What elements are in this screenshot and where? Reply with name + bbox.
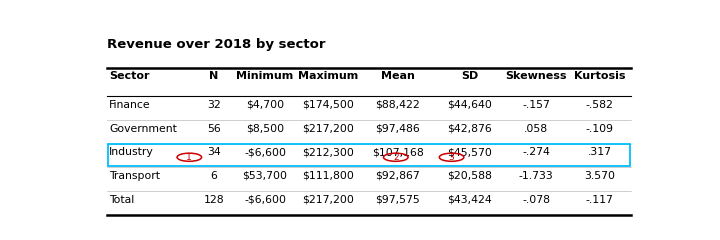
Text: $88,422: $88,422 [375,100,420,110]
Text: -.078: -.078 [522,195,550,204]
Text: $4,700: $4,700 [246,100,284,110]
Text: -$6,600: -$6,600 [244,195,286,204]
Text: Minimum: Minimum [236,71,294,81]
Text: $20,588: $20,588 [448,171,492,181]
Text: 3: 3 [449,153,454,162]
Text: 2: 2 [393,153,399,162]
Text: $42,876: $42,876 [448,124,492,134]
Text: $217,200: $217,200 [302,195,354,204]
Text: Industry: Industry [109,147,154,157]
Text: 3.570: 3.570 [584,171,615,181]
Text: $212,300: $212,300 [302,147,354,157]
Text: $97,575: $97,575 [375,195,420,204]
Text: $53,700: $53,700 [243,171,287,181]
Text: Maximum: Maximum [298,71,359,81]
Text: -1.733: -1.733 [519,171,554,181]
Text: Government: Government [109,124,177,134]
Text: Skewness: Skewness [505,71,567,81]
Text: Total: Total [109,195,134,204]
Text: Kurtosis: Kurtosis [574,71,626,81]
Text: -.109: -.109 [585,124,613,134]
Text: 32: 32 [207,100,220,110]
Text: Mean: Mean [381,71,415,81]
Text: $44,640: $44,640 [448,100,492,110]
Text: Sector: Sector [109,71,150,81]
Text: -.117: -.117 [585,195,613,204]
Text: 6: 6 [210,171,217,181]
Text: SD: SD [462,71,479,81]
Text: -.157: -.157 [523,100,550,110]
Text: Transport: Transport [109,171,160,181]
Text: $174,500: $174,500 [302,100,354,110]
Text: -.582: -.582 [585,100,613,110]
Text: Revenue over 2018 by sector: Revenue over 2018 by sector [107,38,325,51]
Text: -.274: -.274 [523,147,550,157]
Text: .058: .058 [524,124,549,134]
Text: $107,168: $107,168 [372,147,423,157]
Text: Finance: Finance [109,100,150,110]
Text: .317: .317 [588,147,611,157]
Text: $92,867: $92,867 [375,171,420,181]
Text: -$6,600: -$6,600 [244,147,286,157]
Text: 34: 34 [207,147,220,157]
Text: $45,570: $45,570 [448,147,492,157]
Text: $217,200: $217,200 [302,124,354,134]
Text: $97,486: $97,486 [375,124,420,134]
Text: N: N [209,71,218,81]
Text: 1: 1 [186,153,192,162]
Text: $8,500: $8,500 [246,124,284,134]
Text: 128: 128 [204,195,224,204]
Text: 56: 56 [207,124,220,134]
Text: $111,800: $111,800 [302,171,354,181]
Text: $43,424: $43,424 [448,195,492,204]
